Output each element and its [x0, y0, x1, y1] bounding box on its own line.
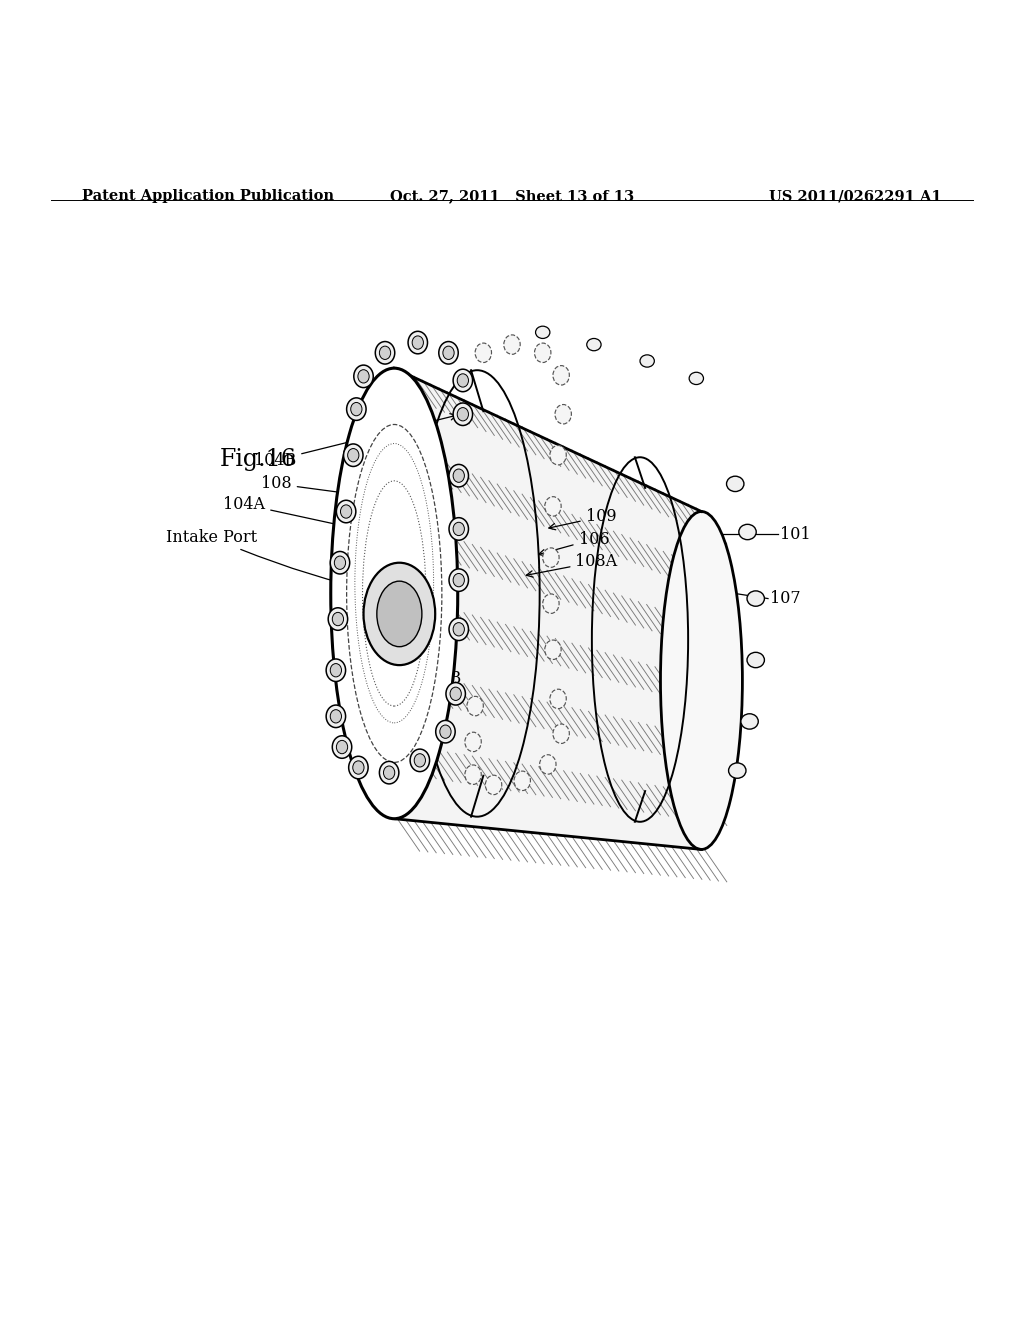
Text: Patent Application Publication: Patent Application Publication [82, 190, 334, 203]
Ellipse shape [457, 374, 469, 387]
Ellipse shape [331, 368, 458, 818]
Ellipse shape [410, 748, 430, 772]
Ellipse shape [640, 355, 654, 367]
Text: Oct. 27, 2011   Sheet 13 of 13: Oct. 27, 2011 Sheet 13 of 13 [390, 190, 634, 203]
Ellipse shape [414, 754, 426, 767]
Ellipse shape [748, 591, 764, 606]
Ellipse shape [545, 496, 561, 516]
Ellipse shape [375, 342, 395, 364]
Ellipse shape [383, 766, 395, 779]
Text: 104B: 104B [419, 671, 462, 686]
Ellipse shape [550, 445, 566, 465]
Ellipse shape [346, 397, 367, 420]
Ellipse shape [332, 735, 352, 758]
Ellipse shape [377, 581, 422, 647]
Ellipse shape [340, 504, 352, 519]
Ellipse shape [328, 607, 348, 631]
Text: 104A: 104A [223, 496, 344, 528]
Ellipse shape [540, 755, 556, 774]
Ellipse shape [453, 573, 465, 587]
Ellipse shape [739, 524, 756, 540]
Text: 101: 101 [780, 525, 811, 543]
Ellipse shape [453, 523, 465, 536]
Ellipse shape [334, 556, 346, 569]
Ellipse shape [504, 335, 520, 354]
Ellipse shape [449, 517, 469, 540]
Text: 107: 107 [770, 590, 801, 607]
Ellipse shape [348, 756, 369, 779]
Ellipse shape [741, 714, 758, 729]
Text: 104B: 104B [254, 413, 457, 469]
Ellipse shape [379, 346, 391, 359]
Ellipse shape [440, 725, 451, 738]
Ellipse shape [555, 404, 571, 424]
Ellipse shape [347, 449, 358, 462]
Ellipse shape [451, 688, 461, 701]
Ellipse shape [465, 733, 481, 751]
Ellipse shape [485, 775, 502, 795]
Ellipse shape [545, 640, 561, 660]
Ellipse shape [343, 444, 362, 466]
Ellipse shape [465, 766, 481, 784]
Ellipse shape [336, 741, 348, 754]
Ellipse shape [729, 763, 745, 779]
Ellipse shape [453, 469, 465, 482]
Ellipse shape [536, 326, 550, 338]
Text: 106: 106 [539, 531, 609, 556]
Ellipse shape [436, 721, 455, 743]
Ellipse shape [438, 342, 459, 364]
Ellipse shape [689, 372, 703, 384]
Polygon shape [394, 368, 701, 850]
Ellipse shape [748, 652, 764, 668]
Text: US 2011/0262291 A1: US 2011/0262291 A1 [769, 190, 942, 203]
Ellipse shape [358, 370, 369, 383]
Ellipse shape [326, 705, 346, 727]
Ellipse shape [553, 723, 569, 743]
Ellipse shape [453, 370, 473, 392]
Ellipse shape [550, 689, 566, 709]
Ellipse shape [543, 594, 559, 614]
Ellipse shape [475, 343, 492, 363]
Ellipse shape [727, 477, 743, 491]
Ellipse shape [449, 618, 469, 640]
Text: 109: 109 [549, 508, 616, 529]
Ellipse shape [364, 562, 435, 665]
Ellipse shape [543, 548, 559, 568]
Ellipse shape [352, 760, 365, 774]
Ellipse shape [514, 771, 530, 791]
Ellipse shape [535, 343, 551, 363]
Ellipse shape [408, 331, 428, 354]
Ellipse shape [379, 762, 399, 784]
Ellipse shape [442, 346, 455, 359]
Ellipse shape [587, 338, 601, 351]
Ellipse shape [467, 697, 483, 715]
Ellipse shape [326, 659, 346, 681]
Text: Intake Port: Intake Port [166, 528, 380, 594]
Ellipse shape [553, 366, 569, 385]
Text: 108A: 108A [526, 553, 617, 577]
Ellipse shape [354, 366, 373, 388]
Ellipse shape [446, 682, 465, 705]
Ellipse shape [332, 612, 344, 626]
Ellipse shape [412, 335, 424, 350]
Ellipse shape [449, 465, 469, 487]
Ellipse shape [350, 403, 362, 416]
Ellipse shape [453, 623, 465, 636]
Ellipse shape [453, 403, 473, 425]
Ellipse shape [660, 512, 742, 850]
Ellipse shape [336, 500, 356, 523]
Ellipse shape [330, 710, 342, 723]
Ellipse shape [449, 569, 469, 591]
Text: 108: 108 [261, 475, 365, 498]
Text: Fig.16: Fig.16 [220, 447, 297, 470]
Ellipse shape [330, 552, 350, 574]
Ellipse shape [457, 408, 469, 421]
Ellipse shape [330, 664, 342, 677]
